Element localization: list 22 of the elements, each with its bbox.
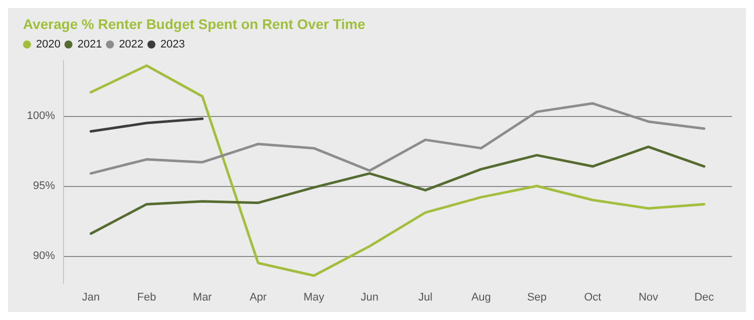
x-tick-label: Jun <box>360 292 378 304</box>
y-tick-label: 95% <box>32 180 56 192</box>
x-tick-label: Mar <box>192 292 212 304</box>
x-tick-label: Jan <box>82 292 100 304</box>
x-tick-label: Sep <box>527 292 547 304</box>
legend-label: 2022 <box>118 38 144 50</box>
x-tick-label: May <box>303 292 325 304</box>
line-series <box>90 146 706 235</box>
legend-label: 2021 <box>77 38 102 50</box>
y-tick-label: 100% <box>26 110 56 122</box>
x-tick-label: Nov <box>638 292 659 304</box>
legend-label: 2020 <box>36 38 60 50</box>
x-tick-label: Oct <box>584 292 602 304</box>
x-tick-label: Feb <box>137 292 156 304</box>
x-tick-label: Dec <box>694 292 714 304</box>
legend-label: 2023 <box>160 38 185 50</box>
x-tick-label: Jul <box>418 292 432 304</box>
y-tick-label: 90% <box>32 250 56 262</box>
x-tick-label: Apr <box>250 292 268 304</box>
line-series <box>90 64 706 277</box>
chart-title: Average % Renter Budget Spent on Rent Over Time <box>23 16 366 32</box>
x-tick-label: Aug <box>471 292 491 304</box>
